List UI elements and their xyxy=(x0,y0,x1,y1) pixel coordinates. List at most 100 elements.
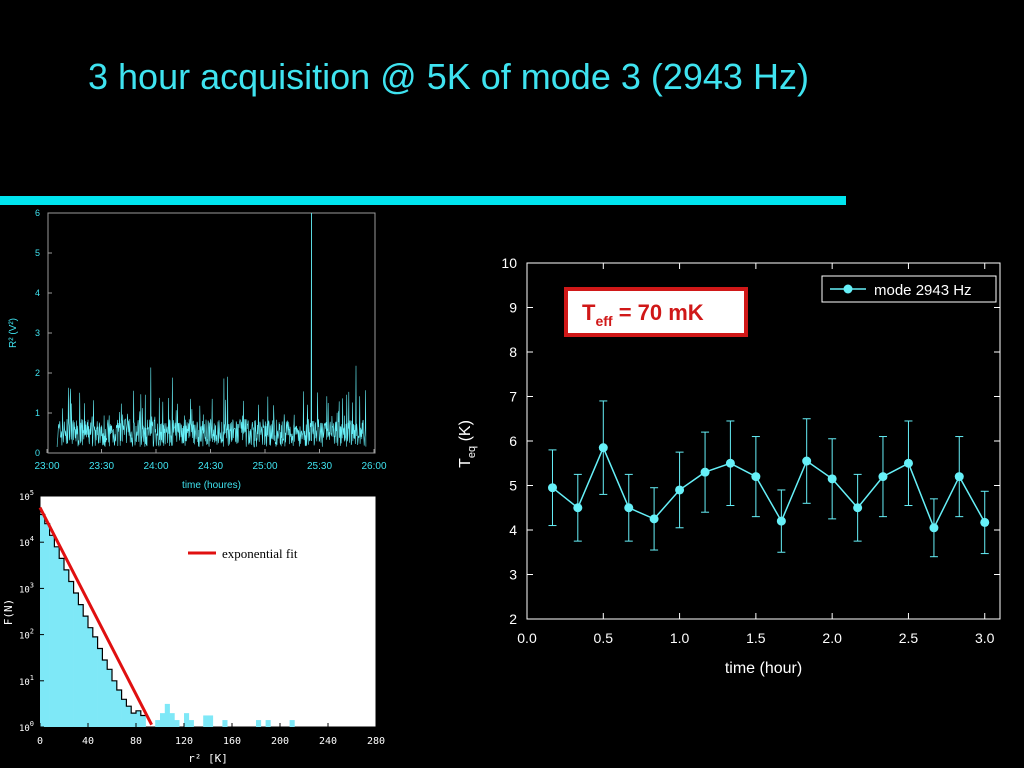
y-axis-label: F(N) xyxy=(2,599,15,626)
y-tick-label: 9 xyxy=(509,300,517,316)
y-tick-label: 6 xyxy=(509,433,517,449)
histogram-bar xyxy=(40,514,46,727)
slide-title: 3 hour acquisition @ 5K of mode 3 (2943 … xyxy=(88,56,809,97)
x-tick-label: 240 xyxy=(319,736,337,747)
x-tick-label: 280 xyxy=(367,736,385,747)
histogram-bar xyxy=(54,546,60,727)
x-axis-label: r² [K] xyxy=(188,752,228,765)
y-tick-label: 3 xyxy=(509,567,517,583)
data-point xyxy=(903,458,913,468)
x-tick-label: 0.0 xyxy=(517,630,537,646)
y-tick-label: 2 xyxy=(509,611,517,627)
exponential-fit-line xyxy=(38,506,153,726)
data-point xyxy=(624,503,634,513)
histogram-bar xyxy=(131,713,137,727)
y-tick-label: 10 xyxy=(501,255,517,271)
x-tick-label: 2.5 xyxy=(899,630,919,646)
histogram-bar xyxy=(140,715,146,727)
histogram-bar xyxy=(121,699,127,727)
data-point xyxy=(547,483,557,493)
histogram-bar xyxy=(222,720,228,727)
x-tick-label: 40 xyxy=(82,736,94,747)
data-point xyxy=(980,517,990,527)
x-tick-label: 23:00 xyxy=(34,461,59,472)
histogram-bar xyxy=(73,593,79,727)
legend-label: mode 2943 Hz xyxy=(874,282,972,299)
data-point xyxy=(929,523,939,533)
x-tick-label: 25:30 xyxy=(307,461,332,472)
x-tick-label: 24:00 xyxy=(143,461,168,472)
y-tick-label: 4 xyxy=(509,522,517,538)
y-tick-label: 101 xyxy=(19,674,34,688)
y-tick-label: 105 xyxy=(19,489,34,503)
data-point xyxy=(598,443,608,453)
y-tick-label: 8 xyxy=(509,344,517,360)
histogram-bar xyxy=(160,713,166,727)
histogram-bar xyxy=(164,703,170,727)
histogram-bar xyxy=(59,558,65,727)
histogram-bar xyxy=(92,636,98,727)
x-tick-label: 120 xyxy=(175,736,193,747)
x-tick-label: 0.5 xyxy=(594,630,614,646)
x-tick-label: 80 xyxy=(130,736,142,747)
histogram-bar xyxy=(83,616,89,727)
histogram-bar xyxy=(102,660,108,727)
histogram-bar xyxy=(174,720,180,727)
data-point xyxy=(802,456,812,466)
legend-swatch-point xyxy=(843,284,853,294)
y-tick-label: 5 xyxy=(35,248,40,258)
histogram-bar xyxy=(44,523,50,727)
x-tick-label: 23:30 xyxy=(89,461,114,472)
histogram-outline xyxy=(40,513,146,717)
histogram-bar xyxy=(169,713,175,727)
x-tick-label: 26:00 xyxy=(361,461,386,472)
histogram-bar xyxy=(136,710,142,727)
y-tick-label: 104 xyxy=(19,535,34,549)
histogram-bar xyxy=(68,581,74,727)
histogram-bar xyxy=(112,680,118,727)
y-tick-label: 2 xyxy=(35,368,40,378)
histogram-bar xyxy=(256,720,262,727)
annotation-text: Teff = 70 mK xyxy=(582,300,704,329)
x-tick-label: 24:30 xyxy=(198,461,223,472)
y-axis-label: Teq (K) xyxy=(457,420,478,468)
x-tick-label: 3.0 xyxy=(975,630,995,646)
data-point xyxy=(776,516,786,526)
data-point xyxy=(649,514,659,524)
histogram-bar xyxy=(97,648,103,727)
x-tick-label: 0 xyxy=(37,736,43,747)
y-axis-label: R² (V²) xyxy=(8,318,19,348)
data-point xyxy=(675,485,685,495)
data-point xyxy=(853,503,863,513)
x-tick-label: 2.0 xyxy=(822,630,842,646)
data-point xyxy=(751,472,761,482)
histogram-bar xyxy=(126,706,132,727)
legend-fit-label: exponential fit xyxy=(222,546,298,561)
y-tick-label: 6 xyxy=(35,208,40,218)
annotation-box xyxy=(564,287,748,337)
x-tick-label: 1.5 xyxy=(746,630,766,646)
x-axis-label: time (hour) xyxy=(725,660,802,677)
data-point xyxy=(954,472,964,482)
histogram-bar xyxy=(49,535,55,727)
data-point xyxy=(573,503,583,513)
histogram-bar xyxy=(107,669,113,727)
histogram-bar xyxy=(78,604,84,727)
plot-frame xyxy=(47,212,376,454)
data-trace xyxy=(56,212,367,448)
histogram-bar xyxy=(155,720,161,727)
histogram-bar xyxy=(208,715,214,727)
histogram-bar xyxy=(116,690,122,727)
y-tick-label: 103 xyxy=(19,581,34,595)
data-point xyxy=(700,467,710,477)
x-tick-label: 200 xyxy=(271,736,289,747)
x-tick-label: 25:00 xyxy=(252,461,277,472)
y-tick-label: 5 xyxy=(509,478,517,494)
y-tick-label: 4 xyxy=(35,288,40,298)
histogram-bar xyxy=(188,720,194,727)
data-point xyxy=(725,458,735,468)
y-tick-label: 100 xyxy=(19,720,34,734)
